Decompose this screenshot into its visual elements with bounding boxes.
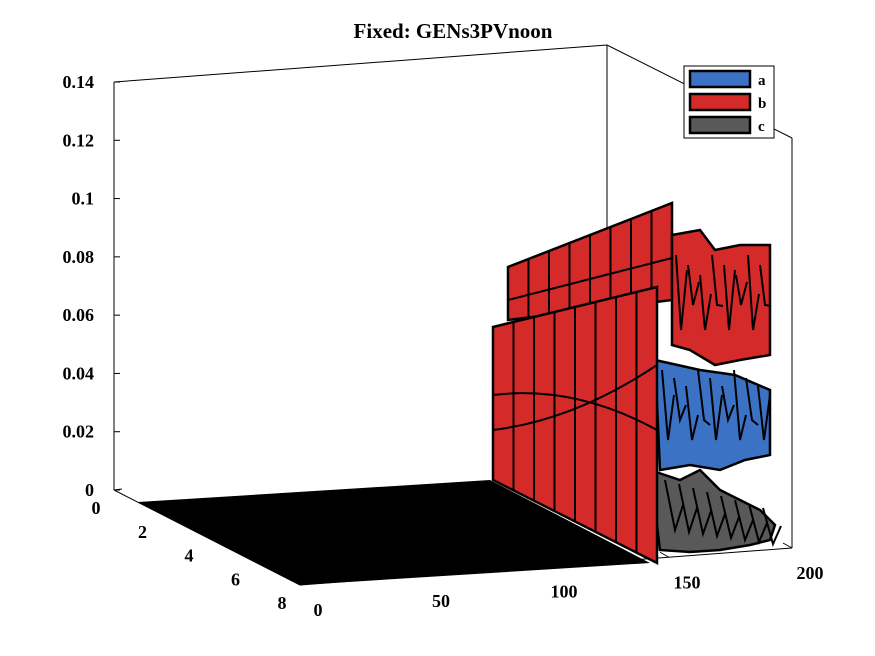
legend-label: a — [758, 73, 766, 89]
y-tick-label: 0 — [92, 498, 101, 518]
legend-label: c — [758, 119, 765, 135]
z-tick-label: 0.02 — [63, 422, 95, 442]
z-tick-label: 0.12 — [63, 130, 95, 150]
surface-a-ridge — [709, 377, 723, 441]
surface-a-ridge — [661, 369, 675, 441]
surface-a-area — [653, 358, 772, 472]
x-tick-label: 200 — [797, 563, 824, 583]
surface-a-ridge — [721, 385, 735, 424]
surface-b-right-panel — [670, 228, 772, 367]
legend-label: b — [758, 96, 766, 112]
y-tick-label: 4 — [185, 546, 194, 566]
surface-series-b-front — [491, 285, 659, 566]
legend: abc — [683, 65, 775, 139]
surface-b-front-gridline — [492, 392, 658, 431]
surface-c-ridge — [692, 487, 712, 538]
surface-b-ridge — [675, 254, 688, 331]
chart-title: Fixed: GENs3PVnoon — [354, 19, 553, 43]
surface-a-ridge — [733, 369, 747, 441]
y-tick-label: 6 — [231, 569, 240, 589]
y-tick-mark — [113, 488, 123, 491]
surface-c-area — [648, 468, 777, 554]
surface-b-ridge — [687, 264, 700, 306]
legend-swatch — [688, 115, 752, 135]
surface-series-b-back — [506, 201, 772, 367]
surface-c-ridge — [748, 503, 768, 546]
x-tick-label: 50 — [432, 591, 450, 611]
surface-b-back-gridline — [507, 257, 673, 301]
x-tick-label: 100 — [551, 582, 578, 602]
surface-c-ridge — [720, 495, 740, 542]
z-tick-label: 0.08 — [63, 247, 95, 267]
surface-b-ridge — [699, 274, 712, 331]
surface-c-ridge — [678, 483, 698, 536]
x-axis-ticks: 0 50 100 150 200 — [290, 542, 824, 620]
surface-a-ridge — [697, 369, 711, 426]
surface-a-ridge — [673, 377, 687, 424]
z-tick-label: 0.04 — [63, 363, 95, 383]
z-axis-ticks: 0 0.02 0.04 0.06 0.08 0.1 0.12 0.14 — [63, 72, 120, 500]
surface-b-ridge — [747, 254, 760, 331]
surface-b-ridge — [735, 274, 748, 306]
box-top-back-edge — [113, 44, 608, 83]
surface-c-ridge — [664, 479, 684, 534]
y-tick-label: 2 — [138, 522, 147, 542]
z-tick-label: 0 — [85, 480, 94, 500]
surface-b-ridge — [759, 264, 772, 307]
surface-b-ridge — [723, 264, 736, 331]
surface-a-ridge — [685, 385, 699, 441]
surface-b-front-gridline — [492, 364, 658, 431]
surface-a-ridge — [757, 385, 771, 441]
surface-a-ridge — [745, 377, 759, 426]
surface-series-c — [648, 468, 782, 554]
z-tick-label: 0.14 — [63, 72, 95, 92]
surface-c-ridge — [762, 507, 782, 547]
x-tick-mark — [659, 551, 670, 558]
floor-surface — [138, 480, 650, 585]
legend-swatch — [688, 92, 752, 112]
surface-c-ridge — [734, 499, 754, 544]
surface-series-a — [653, 358, 772, 472]
x-tick-mark — [782, 542, 793, 549]
x-tick-label: 0 — [314, 600, 323, 620]
y-tick-label: 8 — [278, 593, 287, 613]
x-tick-label: 150 — [674, 572, 701, 592]
surface-c-ridge — [706, 491, 726, 540]
surface-b-ridge — [711, 254, 724, 307]
z-tick-label: 0.1 — [72, 189, 95, 209]
z-tick-label: 0.06 — [63, 305, 95, 325]
legend-swatch — [688, 69, 752, 89]
